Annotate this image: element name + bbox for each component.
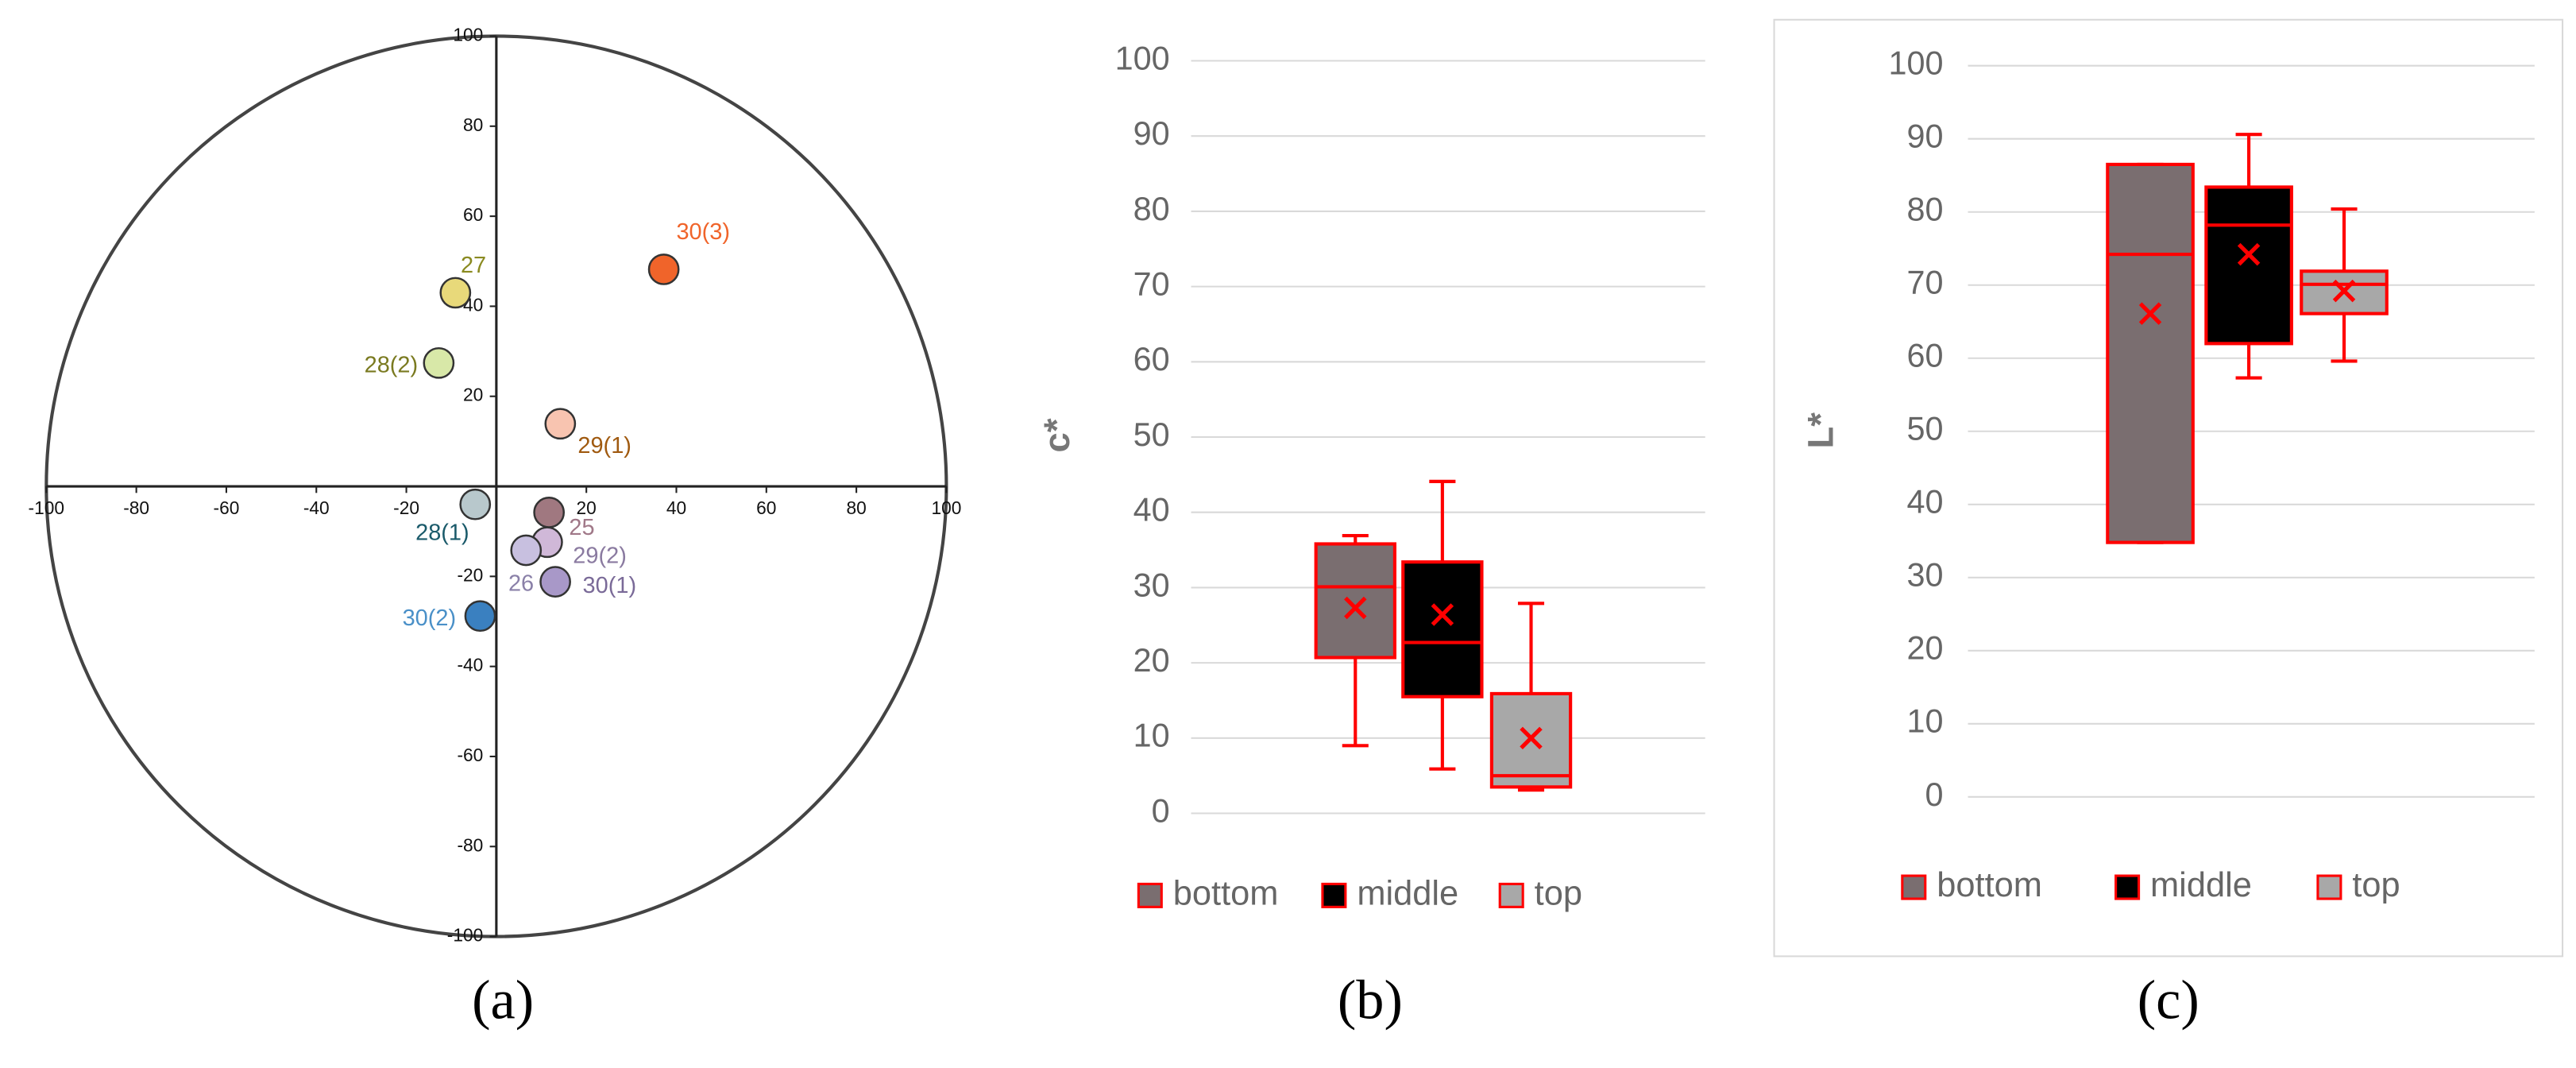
box <box>2106 162 2195 544</box>
box <box>1314 542 1396 660</box>
point <box>423 346 455 379</box>
legend-swatch <box>1901 874 1927 900</box>
x-tick-label: 20 <box>577 497 597 518</box>
point <box>539 566 571 598</box>
y-tick-label: 60 <box>463 204 483 225</box>
caption: (b) <box>1338 969 1403 1031</box>
y-tick-label: 80 <box>463 114 483 135</box>
panel-frame <box>1773 18 2564 958</box>
y-tick-label: 70 <box>1134 266 1170 303</box>
x-tick-label: 100 <box>931 497 961 518</box>
legend-label: top <box>1535 874 1582 912</box>
point-label: 28(1) <box>415 520 469 546</box>
y-tick-label: -60 <box>457 745 483 765</box>
point-label: 25 <box>569 515 594 540</box>
x-tick-label: 60 <box>756 497 776 518</box>
x-tick-label: -60 <box>214 497 240 518</box>
mean-marker <box>1431 603 1454 626</box>
box <box>1401 560 1484 698</box>
y-tick-label: 60 <box>1134 341 1170 377</box>
point-label: 29(2) <box>573 544 627 569</box>
y-tick-label: 100 <box>1889 45 1944 82</box>
mean-marker <box>2332 279 2356 303</box>
y-axis-title: L* <box>1801 412 1841 449</box>
y-tick-label: 100 <box>453 24 483 44</box>
y-tick-label: 30 <box>1907 557 1944 594</box>
y-tick-label: 30 <box>1134 567 1170 603</box>
y-tick-label: 80 <box>1134 191 1170 227</box>
caption: (a) <box>472 969 534 1031</box>
point-label: 30(3) <box>676 219 730 245</box>
y-axis-title: c* <box>1037 418 1077 452</box>
y-tick-label: 0 <box>1925 776 1944 813</box>
point <box>439 277 472 309</box>
y-tick-label: -40 <box>457 655 483 675</box>
legend-label: middle <box>2150 866 2252 904</box>
y-tick-label: 50 <box>1134 416 1170 453</box>
legend-label: top <box>2352 866 2400 904</box>
legend-swatch <box>2114 874 2141 900</box>
mean-marker <box>2138 302 2162 325</box>
point <box>510 534 543 567</box>
point-label: 28(2) <box>365 353 419 378</box>
x-tick-label: 80 <box>846 497 866 518</box>
y-tick-label: 20 <box>463 385 483 405</box>
legend-label: bottom <box>1937 866 2042 904</box>
point <box>464 600 496 633</box>
y-tick-label: 40 <box>1134 492 1170 528</box>
y-tick-label: 90 <box>1134 115 1170 152</box>
point-label: 30(2) <box>403 606 457 631</box>
box <box>2204 185 2293 346</box>
y-tick-label: 90 <box>1907 118 1944 155</box>
y-tick-label: 40 <box>1907 484 1944 520</box>
y-tick-label: 70 <box>1907 265 1944 301</box>
x-tick-label: 40 <box>666 497 686 518</box>
x-tick-label: -80 <box>123 497 149 518</box>
y-tick-label: 80 <box>1907 192 1944 228</box>
legend-swatch <box>1137 882 1163 908</box>
y-tick-label: 20 <box>1907 630 1944 667</box>
point-label: 26 <box>508 571 534 597</box>
legend-label: middle <box>1357 874 1458 912</box>
y-tick-label: 100 <box>1115 40 1170 76</box>
y-tick-label: -80 <box>457 834 483 855</box>
y-tick-label: 10 <box>1134 718 1170 754</box>
x-tick-label: -100 <box>29 497 65 518</box>
mean-marker <box>1344 596 1367 620</box>
y-tick-label: -100 <box>447 925 484 946</box>
caption: (c) <box>2138 969 2199 1031</box>
y-tick-label: 10 <box>1907 703 1944 740</box>
mean-marker <box>2237 242 2261 266</box>
point <box>533 497 566 528</box>
point <box>544 408 577 440</box>
y-tick-label: 0 <box>1152 792 1170 829</box>
y-tick-label: 50 <box>1907 411 1944 447</box>
legend-label: bottom <box>1173 874 1279 912</box>
legend-swatch <box>2316 874 2342 900</box>
x-tick-label: -20 <box>393 497 419 518</box>
mean-marker <box>1520 726 1543 750</box>
y-tick-label: 60 <box>1907 338 1944 374</box>
legend-swatch <box>1498 882 1524 908</box>
point-label: 30(1) <box>583 573 637 598</box>
point <box>647 253 680 285</box>
y-tick-label: 20 <box>1134 642 1170 679</box>
point-label: 27 <box>461 253 486 278</box>
legend-swatch <box>1321 882 1347 908</box>
point <box>459 488 492 520</box>
x-tick-label: -40 <box>303 497 330 518</box>
point-label: 29(1) <box>577 433 631 459</box>
y-tick-label: -20 <box>457 564 483 585</box>
